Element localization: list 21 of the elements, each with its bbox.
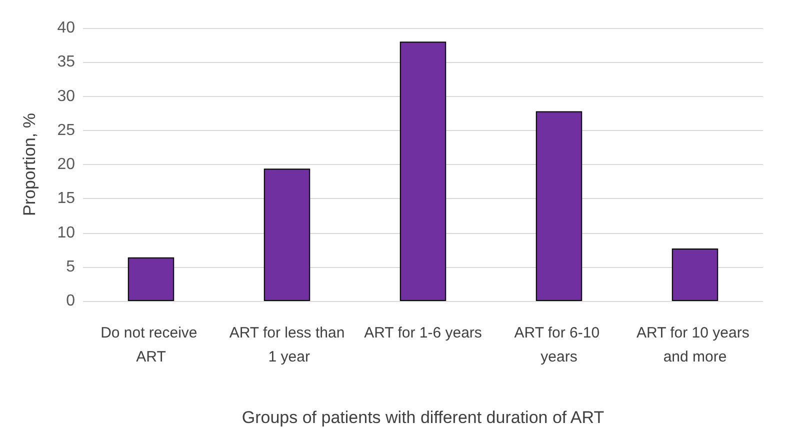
bar [672, 248, 718, 301]
y-axis-title: Proportion, % [20, 113, 39, 216]
x-tick-label: ART for less than 1 year [229, 324, 345, 366]
y-tick-label: 20 [57, 156, 76, 173]
x-tick-label: ART for 10 years and more [636, 324, 754, 366]
x-tick-label: ART for 6-10 years [514, 324, 604, 366]
y-tick-label: 25 [57, 122, 76, 139]
y-tick-label: 35 [57, 54, 76, 71]
y-tick-label: 10 [57, 224, 76, 242]
bar [264, 168, 310, 301]
bar [400, 42, 446, 301]
bar [128, 257, 174, 301]
y-tick-label: 0 [66, 292, 76, 310]
y-tick-label: 40 [57, 20, 76, 36]
bar [536, 111, 582, 301]
x-tick-label: Do not receive ART [100, 324, 202, 366]
y-tick-label: 5 [66, 258, 76, 276]
x-tick-label: ART for 1-6 years [364, 324, 482, 342]
y-tick-label: 30 [57, 88, 76, 105]
x-axis-title: Groups of patients with different duration of ART [242, 408, 604, 427]
y-tick-label: 15 [57, 190, 76, 208]
